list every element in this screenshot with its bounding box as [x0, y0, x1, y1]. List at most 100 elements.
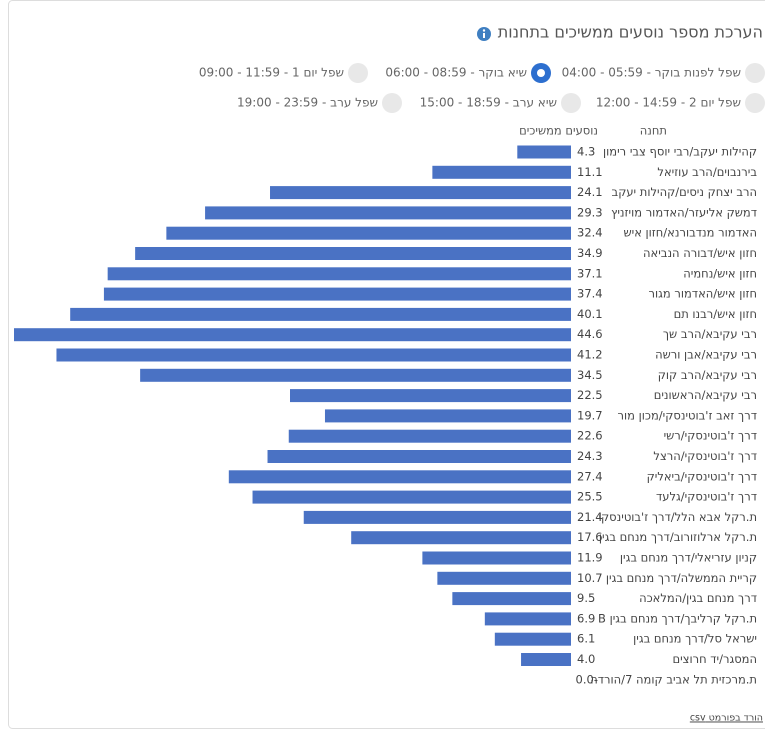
- option-label[interactable]: שפל ערב - 23:59 - 19:00: [237, 96, 378, 110]
- bar: [484, 612, 571, 626]
- bar: [351, 531, 571, 545]
- value-label: 4.0: [577, 652, 595, 666]
- value-label: 27.4: [577, 469, 603, 483]
- value-label: 41.2: [577, 348, 603, 362]
- station-label: דרך ז'בוטינסקי/גלעד: [656, 490, 757, 504]
- value-label: 25.5: [577, 490, 603, 504]
- radio[interactable]: [745, 93, 765, 113]
- bar: [303, 510, 571, 524]
- station-label: דרך מנחם בגין/המלאכה: [639, 591, 757, 605]
- bar: [103, 287, 571, 301]
- bar: [252, 490, 571, 504]
- value-label: 24.1: [577, 185, 603, 199]
- value-label: 11.9: [577, 551, 603, 565]
- station-label: רבי עקיבא/אבן ורשה: [655, 348, 757, 362]
- download-link[interactable]: הורד בפורמט csv: [690, 713, 763, 724]
- station-label: האדמור מנדבורנא/חזון איש: [623, 226, 757, 240]
- station-label: דרך ז'בוטינסקי/הרצל: [653, 449, 757, 463]
- bar: [166, 226, 572, 240]
- bar: [135, 247, 572, 260]
- bar: [205, 206, 571, 220]
- panel-title: הערכת מספר נוסעים ממשיכים בתחנות: [498, 23, 763, 42]
- value-label: 34.5: [577, 368, 603, 382]
- station-label: ישראל סל/דרך מנחם בגין: [633, 632, 757, 646]
- bar: [14, 328, 571, 342]
- value-label: 22.5: [577, 388, 603, 402]
- value-label: 6.1: [577, 632, 595, 646]
- station-label: ת.רקל אבא הלל/דרך ז'בוטינסקי: [598, 510, 757, 524]
- bar: [56, 348, 571, 362]
- option-label[interactable]: שיא בוקר - 08:59 - 06:00: [385, 66, 527, 80]
- station-label: חזון איש/האדמור מגור: [649, 287, 757, 301]
- station-label: רבי עקיבא/הראשונים: [654, 388, 757, 402]
- bar: [290, 389, 571, 403]
- value-label: 44.6: [577, 327, 603, 341]
- radio[interactable]: [561, 93, 581, 113]
- station-label: דרך זאב ז'בוטינסקי/מכון מור: [618, 408, 757, 422]
- value-header: נוסעים ממשיכים: [519, 124, 598, 138]
- value-label: 37.1: [577, 266, 603, 280]
- value-label: 21.4: [577, 510, 603, 524]
- panel-border: [8, 0, 765, 729]
- value-label: -0.0: [576, 672, 598, 686]
- bar: [107, 267, 571, 281]
- station-label: הרב יצחק ניסים/קהילות יעקב: [612, 185, 757, 199]
- bar: [517, 145, 571, 159]
- value-label: 9.5: [577, 591, 595, 605]
- bar: [521, 653, 571, 666]
- bar: [140, 368, 571, 382]
- station-label: ת.רקל קרליבך/דרך מנחם בגין B: [598, 611, 757, 625]
- value-label: 24.3: [577, 449, 603, 463]
- radio-dot: [537, 69, 545, 77]
- bar: [324, 409, 571, 423]
- station-label: חזון איש/דבורה הנביאה: [643, 246, 757, 260]
- station-label: בירנבוים/הרב עוזיאל: [657, 165, 757, 179]
- station-label: ת.רקל ארלוזורוב/דרך מנחם בגין: [599, 530, 757, 544]
- radio[interactable]: [382, 93, 402, 113]
- category-header: תחנה: [640, 124, 667, 138]
- option-label[interactable]: שפל יום 1 - 11:59 - 09:00: [199, 66, 344, 80]
- bar: [70, 307, 571, 321]
- bar: [270, 186, 571, 200]
- bar: [432, 165, 571, 179]
- info-icon[interactable]: [477, 27, 491, 41]
- bar: [494, 632, 571, 646]
- value-label: 6.9: [577, 611, 595, 625]
- value-label: 4.3: [577, 145, 595, 159]
- value-label: 40.1: [577, 307, 603, 321]
- value-label: 34.9: [577, 246, 603, 260]
- value-label: 22.6: [577, 429, 603, 443]
- bar: [267, 450, 571, 463]
- station-label: קניון עזריאלי/דרך מנחם בגין: [620, 551, 757, 565]
- bar: [437, 571, 571, 585]
- option-label[interactable]: שפל יום 2 - 14:59 - 12:00: [596, 96, 741, 110]
- value-label: 10.7: [577, 571, 603, 585]
- station-label: דרך ז'בוטינסקי/ביאליק: [647, 469, 757, 483]
- station-label: דרך ז'בוטינסקי/רשי: [664, 429, 757, 443]
- station-label: רבי עקיבא/הרב קוק: [658, 368, 757, 382]
- value-label: 11.1: [577, 165, 603, 179]
- bar: [228, 470, 571, 484]
- station-label: דמשק אליעזר/האדמור מויזניץ: [611, 205, 757, 219]
- value-label: 19.7: [577, 408, 603, 422]
- bar: [452, 592, 571, 606]
- bar: [422, 551, 571, 565]
- station-label: קהילות יעקב/רבי יוסף צבי רימון: [603, 145, 757, 159]
- station-label: חזון איש/נחמיה: [683, 266, 757, 280]
- station-label: קריית הממשלה/דרך מנחם בגין: [606, 571, 757, 585]
- option-label[interactable]: שיא ערב - 18:59 - 15:00: [420, 96, 557, 110]
- station-label: ת.מרכזית תל אביב קומה 7/הורדה: [590, 672, 757, 686]
- option-label[interactable]: שפל לפנות בוקר - 05:59 - 04:00: [562, 66, 741, 80]
- station-label: חזון איש/רבנו תם: [674, 307, 757, 321]
- radio[interactable]: [348, 63, 368, 83]
- station-label: המסגר/יד חרוצים: [672, 652, 757, 666]
- value-label: 29.3: [577, 205, 603, 219]
- bar: [288, 429, 571, 443]
- station-label: רבי עקיבא/הרב שך: [663, 327, 757, 341]
- value-label: 17.6: [577, 530, 603, 544]
- value-label: 37.4: [577, 287, 603, 301]
- value-label: 32.4: [577, 226, 603, 240]
- radio[interactable]: [745, 63, 765, 83]
